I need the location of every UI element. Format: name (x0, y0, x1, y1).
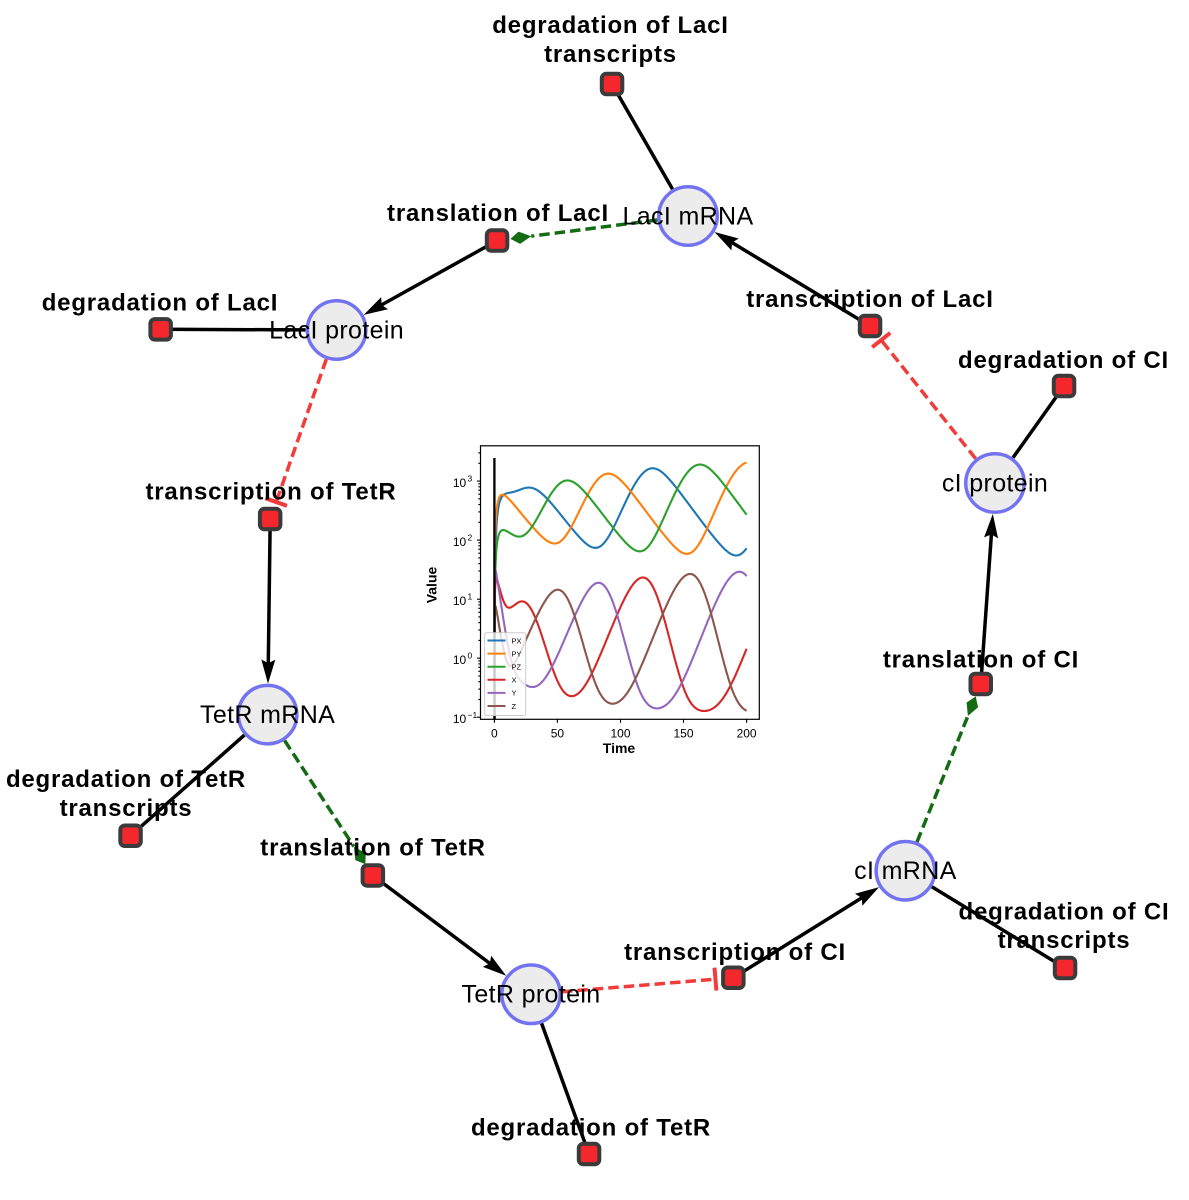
svg-text:TetR mRNA: TetR mRNA (200, 701, 335, 729)
svg-text:transcription of LacI: transcription of LacI (746, 286, 994, 313)
svg-text:LacI mRNA: LacI mRNA (623, 203, 754, 231)
svg-text:50: 50 (551, 726, 565, 740)
svg-text:3: 3 (468, 474, 473, 484)
svg-text:10: 10 (453, 476, 467, 490)
svg-text:10: 10 (453, 594, 467, 608)
svg-text:transcripts: transcripts (544, 41, 677, 68)
svg-text:transcripts: transcripts (60, 795, 193, 822)
svg-text:TetR protein: TetR protein (462, 981, 601, 1009)
svg-text:transcription of TetR: transcription of TetR (145, 479, 396, 506)
svg-text:100: 100 (610, 726, 630, 740)
svg-text:PY: PY (512, 649, 522, 658)
svg-text:transcripts: transcripts (998, 927, 1131, 954)
svg-text:PX: PX (512, 636, 522, 645)
svg-text:0: 0 (468, 651, 473, 661)
svg-text:degradation of TetR: degradation of TetR (6, 766, 246, 793)
svg-text:cI protein: cI protein (942, 470, 1048, 498)
svg-text:Time: Time (603, 740, 636, 756)
svg-text:degradation of CI: degradation of CI (959, 899, 1170, 926)
svg-text:degradation of TetR: degradation of TetR (471, 1115, 711, 1142)
svg-text:−1: −1 (468, 710, 478, 720)
svg-text:LacI protein: LacI protein (269, 317, 404, 345)
svg-text:0: 0 (491, 726, 498, 740)
svg-text:2: 2 (468, 533, 473, 543)
svg-text:translation of LacI: translation of LacI (387, 200, 609, 227)
svg-text:cI mRNA: cI mRNA (854, 857, 956, 885)
svg-text:150: 150 (673, 726, 693, 740)
svg-text:PZ: PZ (512, 663, 522, 672)
svg-text:10: 10 (453, 535, 467, 549)
svg-text:X: X (512, 676, 517, 685)
svg-text:degradation of LacI: degradation of LacI (42, 290, 279, 317)
svg-text:1: 1 (468, 592, 473, 602)
svg-text:transcription of CI: transcription of CI (624, 939, 846, 966)
svg-text:Value: Value (423, 567, 439, 604)
svg-text:10: 10 (453, 712, 467, 726)
svg-text:degradation of CI: degradation of CI (958, 347, 1169, 374)
svg-text:Z: Z (512, 702, 517, 711)
svg-text:200: 200 (737, 726, 757, 740)
svg-text:Y: Y (512, 689, 517, 698)
svg-text:degradation of LacI: degradation of LacI (492, 12, 729, 39)
svg-text:translation of CI: translation of CI (883, 647, 1079, 674)
svg-text:10: 10 (453, 653, 467, 667)
svg-text:translation of TetR: translation of TetR (260, 835, 485, 862)
